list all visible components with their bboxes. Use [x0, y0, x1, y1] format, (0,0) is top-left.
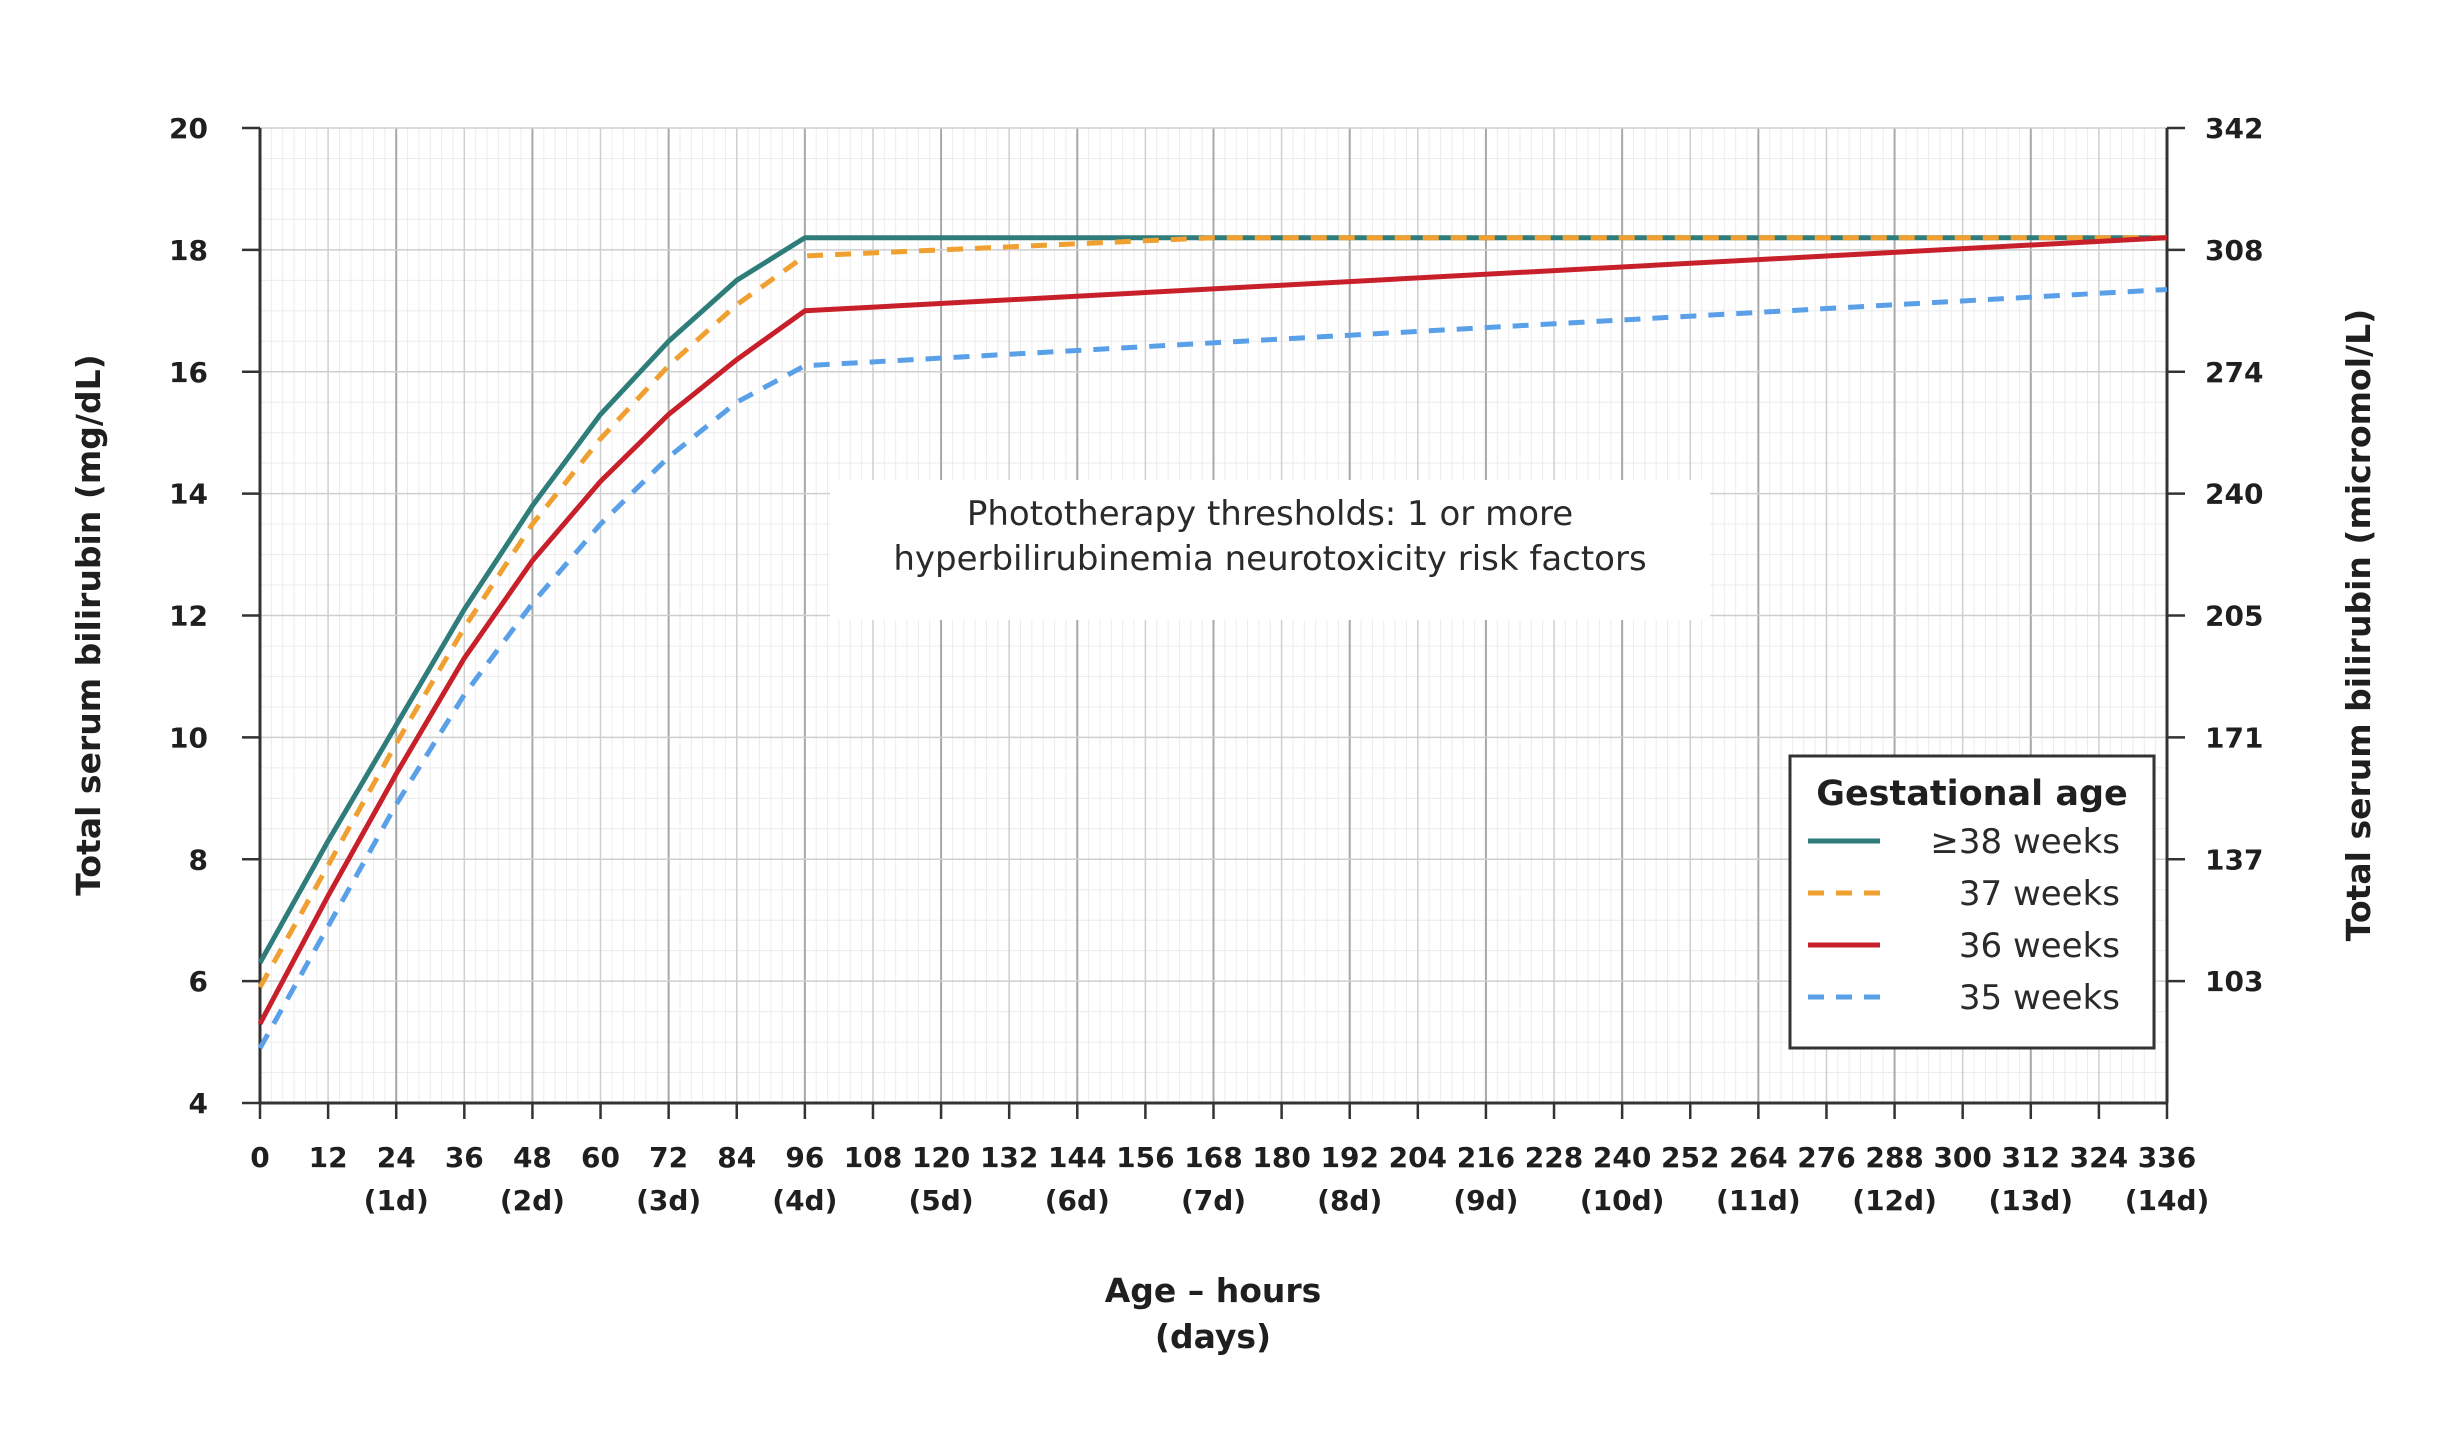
x-day-label: (3d) [636, 1184, 701, 1217]
x-tick-label: 324 [2070, 1141, 2128, 1174]
x-tick-label: 24 [377, 1141, 416, 1174]
x-day-label: (7d) [1181, 1184, 1246, 1217]
y-tick-label: 12 [169, 600, 208, 633]
axes-layer: 0 12 24 36 48 60 72 84 96 108 120 132 144 156 168 180 19… [169, 112, 2263, 1217]
y2-tick-label: 308 [2205, 234, 2263, 267]
y-tick-label: 8 [189, 843, 208, 876]
x-tick-label: 156 [1116, 1141, 1174, 1174]
x-axis-title-line-1: Age – hours [1105, 1271, 1322, 1310]
y2-tick-label: 274 [2205, 356, 2263, 389]
series-line-3 [257, 235, 2168, 1025]
x-tick-label: 312 [2002, 1141, 2060, 1174]
annotation-line-2: hyperbilirubinemia neurotoxicity risk fa… [893, 539, 1646, 579]
legend-label-3: 36 weeks [1959, 926, 2120, 966]
x-tick-label: 120 [912, 1141, 970, 1174]
x-tick-label: 264 [1729, 1141, 1787, 1174]
x-day-label: (5d) [909, 1184, 974, 1217]
x-tick-label: 228 [1525, 1141, 1583, 1174]
x-day-label: (2d) [500, 1184, 565, 1217]
legend: Gestational age ≥38 weeks 37 weeks 36 week… [1788, 754, 2156, 1050]
x-tick-label: 72 [649, 1141, 688, 1174]
y-tick-label: 14 [169, 478, 208, 511]
x-day-label: (14d) [2125, 1184, 2210, 1217]
x-tick-label: 276 [1797, 1141, 1855, 1174]
x-axis-title-line-2: (days) [1155, 1317, 1271, 1356]
x-day-label: (8d) [1317, 1184, 1382, 1217]
annotation-line-1: Phototherapy thresholds: 1 or more [967, 494, 1573, 534]
series-line-4 [257, 287, 2168, 1050]
x-tick-label: 60 [581, 1141, 620, 1174]
y-tick-label: 20 [169, 112, 208, 145]
x-tick-label: 96 [785, 1141, 824, 1174]
x-day-label: (4d) [772, 1184, 837, 1217]
x-day-label: (13d) [1988, 1184, 2073, 1217]
x-day-label: (11d) [1716, 1184, 1801, 1217]
y-tick-label: 6 [189, 965, 208, 998]
x-tick-label: 144 [1048, 1141, 1106, 1174]
y-axis-title-left: Total serum bilirubin (mg/dL) [69, 354, 108, 895]
x-day-label: (9d) [1453, 1184, 1518, 1217]
x-tick-label: 240 [1593, 1141, 1651, 1174]
x-tick-label: 48 [513, 1141, 552, 1174]
x-tick-label: 168 [1184, 1141, 1242, 1174]
x-tick-label: 204 [1389, 1141, 1447, 1174]
legend-label-4: 35 weeks [1959, 978, 2120, 1018]
x-day-label: (1d) [364, 1184, 429, 1217]
y-tick-label: 18 [169, 234, 208, 267]
y-tick-label: 10 [169, 721, 208, 754]
y-tick-label: 16 [169, 356, 208, 389]
x-tick-label: 12 [309, 1141, 348, 1174]
y2-tick-label: 205 [2205, 600, 2263, 633]
x-tick-label: 0 [250, 1141, 269, 1174]
y2-tick-label: 342 [2205, 112, 2263, 145]
axis-titles: Age – hours (days) Total serum bilirubin… [69, 309, 2378, 1356]
x-tick-label: 84 [717, 1141, 756, 1174]
y-axis-title-right: Total serum bilirubin (micromol/L) [2339, 309, 2378, 941]
x-day-label: (10d) [1580, 1184, 1665, 1217]
x-tick-label: 252 [1661, 1141, 1719, 1174]
y2-tick-label: 137 [2205, 843, 2263, 876]
series-line-2 [257, 235, 2167, 989]
x-tick-label: 300 [1933, 1141, 1991, 1174]
x-tick-label: 288 [1865, 1141, 1923, 1174]
x-tick-label: 216 [1457, 1141, 1515, 1174]
series-line-1 [257, 235, 2167, 965]
x-tick-label: 180 [1252, 1141, 1310, 1174]
series-layer [257, 235, 2168, 1050]
annotation-background [830, 480, 1710, 620]
x-tick-label: 336 [2138, 1141, 2196, 1174]
legend-title: Gestational age [1816, 774, 2128, 814]
x-tick-label: 108 [844, 1141, 902, 1174]
x-tick-label: 192 [1320, 1141, 1378, 1174]
x-tick-label: 36 [445, 1141, 484, 1174]
x-day-label: (6d) [1045, 1184, 1110, 1217]
x-day-label: (12d) [1852, 1184, 1937, 1217]
legend-label-2: 37 weeks [1959, 874, 2120, 914]
y2-tick-label: 171 [2205, 721, 2263, 754]
annotation: Phototherapy thresholds: 1 or more hyper… [830, 480, 1710, 620]
y-tick-label: 4 [189, 1087, 208, 1120]
legend-label-1: ≥38 weeks [1930, 822, 2120, 862]
y2-tick-label: 103 [2205, 965, 2263, 998]
y2-tick-label: 240 [2205, 478, 2263, 511]
x-tick-label: 132 [980, 1141, 1038, 1174]
